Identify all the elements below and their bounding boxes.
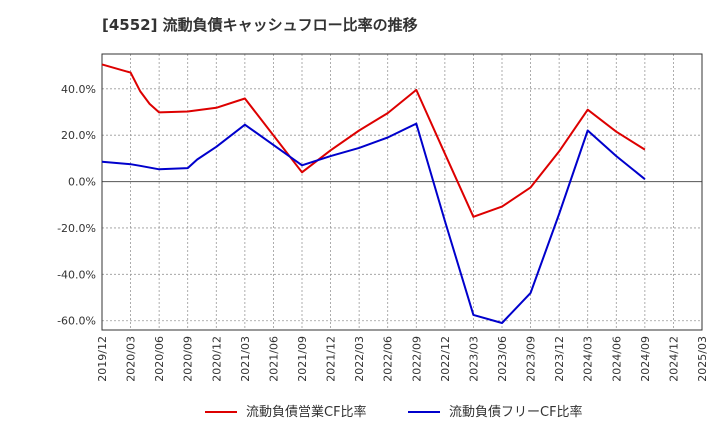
y-tick-label: -20.0%	[57, 222, 96, 235]
plot-frame	[101, 53, 703, 331]
x-tick-label: 2020/03	[125, 336, 138, 382]
x-tick-label: 2023/03	[467, 336, 480, 382]
x-tick-label: 2021/12	[325, 336, 338, 382]
x-tick-label: 2024/03	[582, 336, 595, 382]
x-tick-label: 2021/09	[296, 336, 309, 382]
chart-title: [4552] 流動負債キャッシュフロー比率の推移	[102, 16, 418, 34]
x-tick-label: 2020/09	[182, 336, 195, 382]
x-tick-label: 2024/06	[610, 336, 623, 382]
x-tick-label: 2024/12	[667, 336, 680, 382]
x-tick-label: 2025/03	[696, 336, 709, 382]
legend-label-1: 流動負債フリーCF比率	[449, 404, 583, 420]
x-tick-label: 2019/12	[96, 336, 109, 382]
x-tick-label: 2020/12	[210, 336, 223, 382]
x-tick-label: 2022/06	[382, 336, 395, 382]
y-tick-label: 0.0%	[68, 176, 96, 189]
plot-area	[102, 54, 702, 330]
x-tick-label: 2022/09	[410, 336, 423, 382]
x-tick-label: 2023/12	[553, 336, 566, 382]
series-line-0	[101, 63, 646, 218]
x-tick-label: 2020/06	[153, 336, 166, 382]
legend-label-0: 流動負債営業CF比率	[246, 404, 367, 420]
x-tick-label: 2021/03	[239, 336, 252, 382]
y-tick-label: 40.0%	[61, 83, 96, 96]
x-tick-label: 2023/06	[496, 336, 509, 382]
x-tick-label: 2024/09	[639, 336, 652, 382]
x-tick-label: 2021/06	[267, 336, 280, 382]
x-tick-label: 2022/03	[353, 336, 366, 382]
x-tick-label: 2023/09	[525, 336, 538, 382]
y-tick-label: 20.0%	[61, 129, 96, 142]
series-line-1	[101, 122, 646, 324]
y-tick-label: -60.0%	[57, 315, 96, 328]
x-tick-label: 2022/12	[439, 336, 452, 382]
y-tick-label: -40.0%	[57, 268, 96, 281]
